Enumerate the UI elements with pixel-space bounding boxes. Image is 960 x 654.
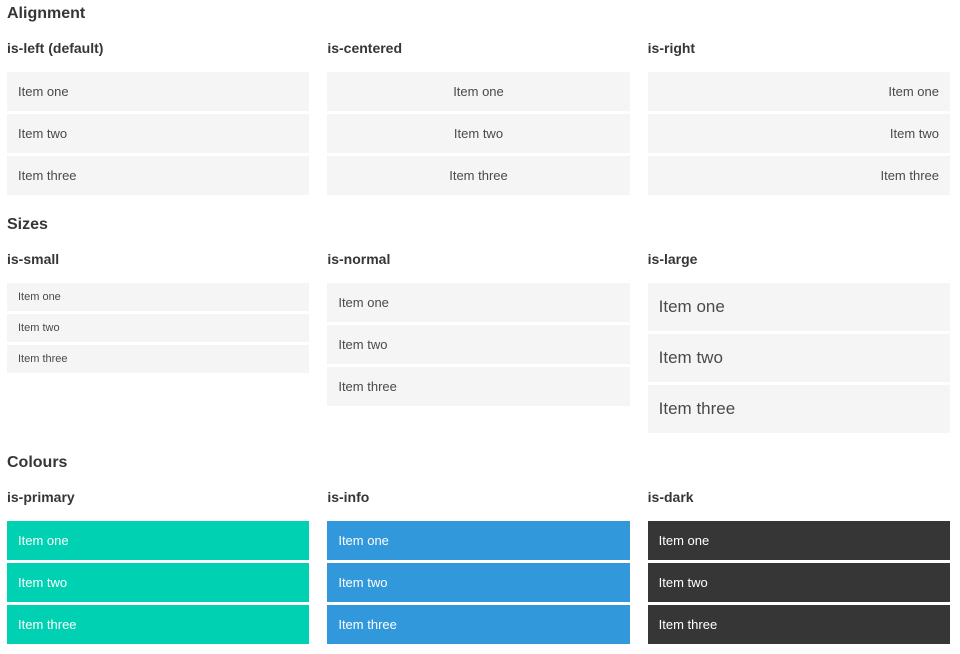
variant-label: is-dark: [647, 489, 694, 505]
list-item[interactable]: Item three: [647, 156, 950, 195]
list-item[interactable]: Item three: [647, 605, 950, 644]
demo-list-dark: Item one Item two Item three: [647, 521, 950, 644]
variant-is-large: is-large Item one Item two Item three: [647, 251, 950, 433]
section-title: Sizes: [7, 216, 48, 233]
colours-grid: is-primary Item one Item two Item three …: [7, 489, 950, 644]
list-item[interactable]: Item one: [647, 521, 950, 560]
variant-label: is-large: [647, 251, 698, 267]
list-item[interactable]: Item two: [7, 114, 310, 153]
list-item[interactable]: Item one: [7, 521, 310, 560]
list-item[interactable]: Item two: [327, 114, 630, 153]
list-item[interactable]: Item one: [647, 283, 950, 331]
list-item[interactable]: Item one: [327, 521, 630, 560]
section-title: Alignment: [7, 5, 86, 22]
demo-list-primary: Item one Item two Item three: [7, 521, 310, 644]
list-item[interactable]: Item three: [7, 156, 310, 195]
variant-is-centered: is-centered Item one Item two Item three: [327, 40, 630, 195]
variant-is-right: is-right Item one Item two Item three: [647, 40, 950, 195]
variant-label: is-right: [647, 40, 696, 56]
section-colours: Colours is-primary Item one Item two Ite…: [7, 453, 950, 644]
demo-list-centered: Item one Item two Item three: [327, 72, 630, 195]
demo-list-large: Item one Item two Item three: [647, 283, 950, 433]
section-title: Colours: [7, 454, 68, 471]
variant-is-left: is-left (default) Item one Item two Item…: [7, 40, 310, 195]
section-sizes: Sizes is-small Item one Item two Item th…: [7, 215, 950, 433]
variant-label: is-small: [7, 251, 60, 267]
demo-list-left: Item one Item two Item three: [7, 72, 310, 195]
demo-list-right: Item one Item two Item three: [647, 72, 950, 195]
variant-is-primary: is-primary Item one Item two Item three: [7, 489, 310, 644]
variant-label: is-primary: [7, 489, 75, 505]
list-item[interactable]: Item one: [327, 283, 630, 322]
variant-is-dark: is-dark Item one Item two Item three: [647, 489, 950, 644]
list-item[interactable]: Item three: [7, 345, 310, 373]
list-item[interactable]: Item one: [7, 283, 310, 311]
alignment-grid: is-left (default) Item one Item two Item…: [7, 40, 950, 195]
variant-label: is-centered: [327, 40, 403, 56]
demo-list-small: Item one Item two Item three: [7, 283, 310, 373]
demo-list-info: Item one Item two Item three: [327, 521, 630, 644]
list-item[interactable]: Item three: [327, 367, 630, 406]
list-item[interactable]: Item two: [327, 563, 630, 602]
list-item[interactable]: Item two: [7, 314, 310, 342]
sizes-grid: is-small Item one Item two Item three is…: [7, 251, 950, 433]
list-item[interactable]: Item three: [327, 605, 630, 644]
list-item[interactable]: Item two: [647, 563, 950, 602]
variant-label: is-normal: [327, 251, 391, 267]
list-item[interactable]: Item three: [647, 385, 950, 433]
variant-label: is-left (default): [7, 40, 104, 56]
variant-is-small: is-small Item one Item two Item three: [7, 251, 310, 373]
list-item[interactable]: Item three: [7, 605, 310, 644]
list-item[interactable]: Item two: [7, 563, 310, 602]
variant-is-normal: is-normal Item one Item two Item three: [327, 251, 630, 406]
demo-list-normal: Item one Item two Item three: [327, 283, 630, 406]
variant-label: is-info: [327, 489, 370, 505]
list-item[interactable]: Item two: [327, 325, 630, 364]
list-item[interactable]: Item three: [327, 156, 630, 195]
list-item[interactable]: Item one: [7, 72, 310, 111]
list-item[interactable]: Item one: [327, 72, 630, 111]
variant-is-info: is-info Item one Item two Item three: [327, 489, 630, 644]
list-item[interactable]: Item two: [647, 114, 950, 153]
list-item[interactable]: Item one: [647, 72, 950, 111]
section-alignment: Alignment is-left (default) Item one Ite…: [7, 4, 950, 195]
list-item[interactable]: Item two: [647, 334, 950, 382]
